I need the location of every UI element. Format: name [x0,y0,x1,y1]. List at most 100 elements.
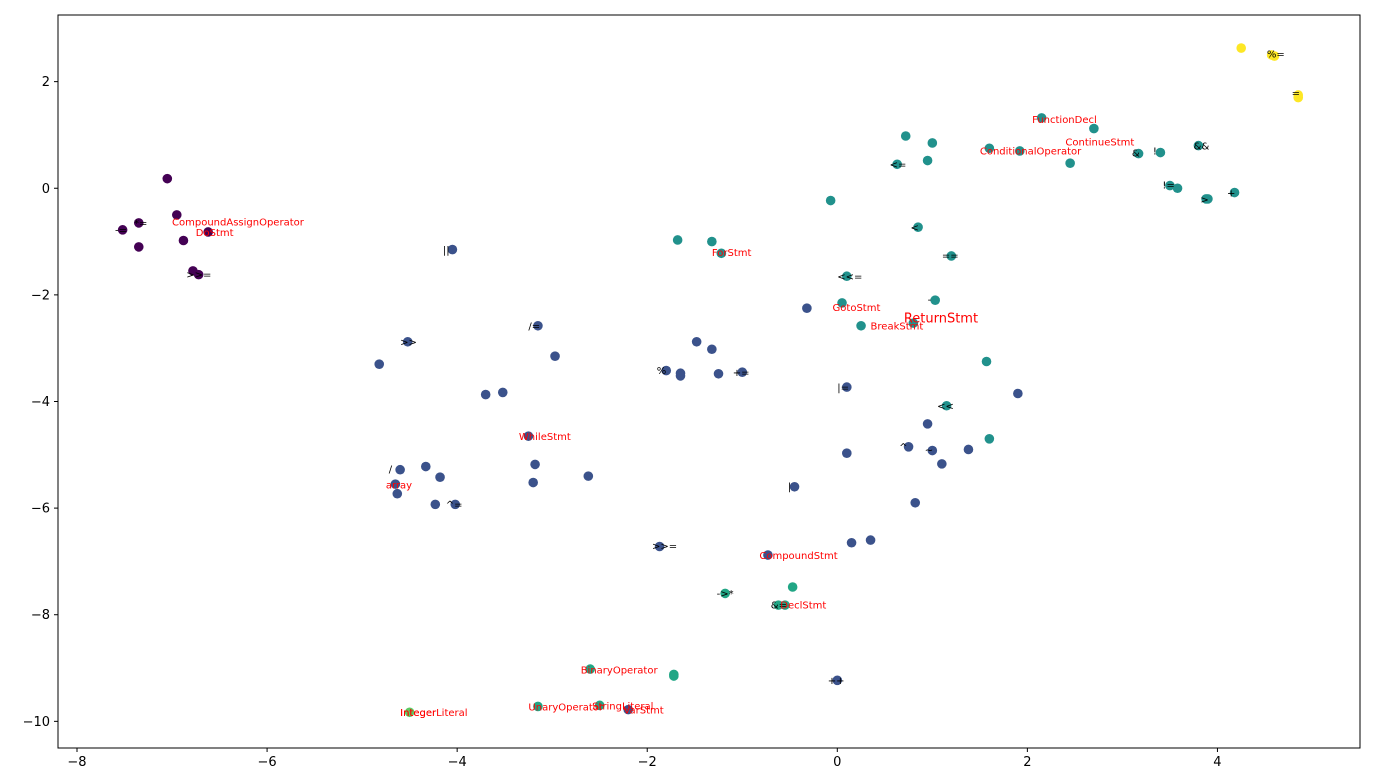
scatter-point [900,131,911,141]
scatter-point [533,701,543,712]
scatter-point [1133,148,1144,159]
scatter-point [856,320,866,331]
x-tick-label: −2 [638,755,657,770]
plot-frame [57,14,1361,749]
scatter-point [1193,140,1204,151]
scatter-point [447,244,458,255]
scatter-point [825,195,836,206]
scatter-point [594,700,605,711]
scatter-point [550,351,560,361]
scatter-point [737,367,748,377]
scatter-point [927,445,938,456]
point-label: FunctionDecl [1032,115,1097,126]
point-label: ++ [828,676,845,687]
scatter-point [133,218,144,228]
y-tick-label: −2 [31,288,50,303]
scatter-point [984,143,995,154]
scatter-point [392,488,403,499]
scatter-point [1172,183,1183,194]
y-tick-label: −10 [23,715,50,730]
point-label: ~ [925,446,933,457]
scatter-point [435,472,445,482]
x-tick-label: −6 [257,755,276,770]
scatter-point [842,271,852,282]
point-labels: %==FunctionDeclContinueStmtConditionalOp… [115,50,1300,719]
point-label: ! [1153,147,1157,158]
scatter-point [623,704,634,715]
point-label: < [910,223,918,234]
scatter-point [837,298,847,308]
scatter-point [707,236,717,247]
scatter-point [963,444,974,455]
scatter-point [927,138,938,148]
scatter-point [523,431,534,441]
scatter-point [1155,147,1166,158]
x-tick-label: −4 [448,755,467,770]
scatter-point [937,459,947,469]
scatter-point [908,318,919,328]
scatter-point [910,497,921,508]
scatter-point [661,365,672,376]
point-label: array [386,480,412,491]
scatter-point [395,464,405,475]
scatter-point [672,235,683,245]
point-label: >> [400,338,417,349]
scatter-point [1269,51,1280,61]
y-tick-label: −8 [31,608,50,623]
scatter-point [1013,388,1023,399]
point-label: Integer [400,708,437,719]
scatter-point [404,707,415,718]
scatter-point [1165,180,1175,191]
scatter-point [832,675,843,686]
point-label: DoStmt [196,228,234,239]
point-label: -= [115,226,127,237]
scatter-point [420,461,431,472]
y-tick-label: −6 [31,502,50,517]
point-label: BinaryOperator [581,665,659,676]
scatter-point [865,535,876,545]
axis-ticks: −8 −6 −4 −2 0 2 4 −10 −8 −6 −4 −2 0 2 [23,75,1222,770]
point-label: WhileStmt [519,432,571,443]
point-label: *= [134,219,147,230]
scatter-point [171,210,182,220]
point-label: + [1227,188,1235,199]
point-label: / [389,464,393,475]
scatter-point [707,344,717,355]
point-label: DeclStmt [780,600,826,611]
point-label: BreakStmt [871,322,924,333]
point-label: = [1292,89,1300,100]
scatter-point [675,371,686,381]
scatter-point [533,320,543,331]
point-label: <<= [837,272,862,283]
point-label: && [1194,141,1210,152]
scatter-point [1036,113,1047,123]
y-tick-label: −4 [31,395,50,410]
point-label: ->* [717,589,734,600]
scatter-point [720,588,730,599]
scatter-point [946,251,957,261]
scatter-point [1014,146,1025,156]
scatter-point [654,541,665,552]
point-label: ForStmt [712,248,752,259]
point-label: &= [771,600,787,611]
scatter-point [1203,194,1213,204]
point-label: << [937,401,954,412]
scatter-point [1293,92,1304,103]
point-label: |= [837,383,849,394]
point-label: > [1200,195,1208,206]
scatter-point [480,389,491,400]
x-tick-label: 2 [1023,755,1031,770]
point-label: VarStmt [623,705,663,716]
scatter-point [691,336,702,347]
scatter-point [390,479,401,489]
y-tick-label: 2 [42,75,50,90]
scatter-point [117,225,128,235]
scatter-point [846,537,857,548]
point-label: += [733,368,750,379]
point-label: CompoundStmt [759,551,837,562]
scatter-point [903,442,914,452]
scatter-point [716,248,727,259]
point-label: ^= [446,500,463,511]
point-label: CompoundAssignOperator [172,218,305,229]
